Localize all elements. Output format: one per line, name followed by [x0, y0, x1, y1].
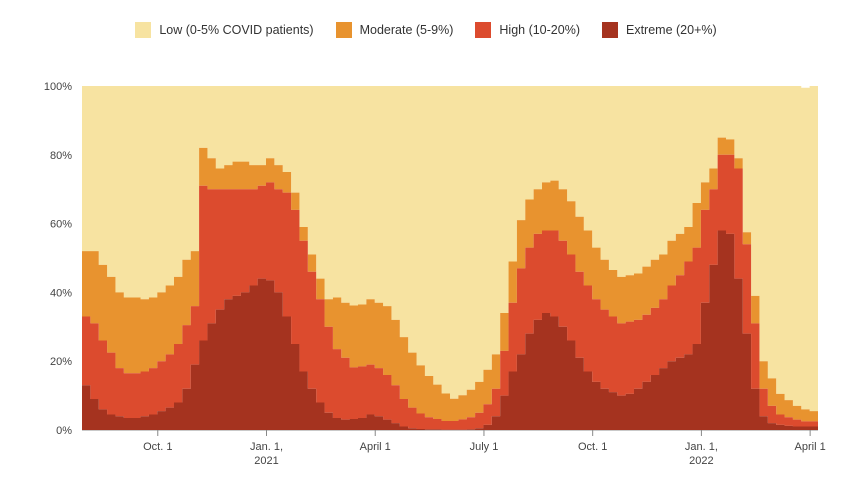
x-tick-label: Oct. 1: [143, 441, 172, 453]
y-tick-label: 20%: [50, 356, 72, 368]
x-tick-label: Jan. 1,: [685, 441, 718, 453]
y-tick-label: 60%: [50, 219, 72, 231]
y-tick-label: 40%: [50, 287, 72, 299]
legend-swatch: [601, 22, 618, 38]
x-tick-label: April 1: [360, 441, 391, 453]
x-tick-sublabel: 2022: [689, 455, 713, 467]
y-tick-label: 100%: [44, 81, 72, 93]
x-tick-label: April 1: [795, 441, 826, 453]
series-area-high: [82, 154, 818, 430]
legend-item: Low (0-5% COVID patients): [135, 22, 314, 38]
x-tick-label: Oct. 1: [578, 441, 607, 453]
series-area-extreme: [82, 230, 818, 430]
legend-label: Low (0-5% COVID patients): [159, 23, 314, 37]
y-tick-label: 0%: [56, 425, 72, 437]
legend-item: Extreme (20+%): [601, 22, 717, 38]
chart-legend: Low (0-5% COVID patients) Moderate (5-9%)…: [0, 22, 852, 38]
legend-label: Extreme (20+%): [625, 23, 717, 37]
legend-swatch: [135, 22, 152, 38]
legend-item: Moderate (5-9%): [335, 22, 454, 38]
x-tick-label: Jan. 1,: [250, 441, 283, 453]
legend-item: High (10-20%): [475, 22, 580, 38]
legend-label: Moderate (5-9%): [359, 23, 454, 37]
legend-swatch: [475, 22, 492, 38]
y-tick-label: 80%: [50, 150, 72, 162]
series-area-low: [82, 86, 818, 412]
x-tick-sublabel: 2021: [254, 455, 278, 467]
legend-swatch: [335, 22, 352, 38]
x-tick-label: July 1: [470, 441, 499, 453]
series-area-moderate: [82, 137, 818, 422]
legend-label: High (10-20%): [499, 23, 580, 37]
